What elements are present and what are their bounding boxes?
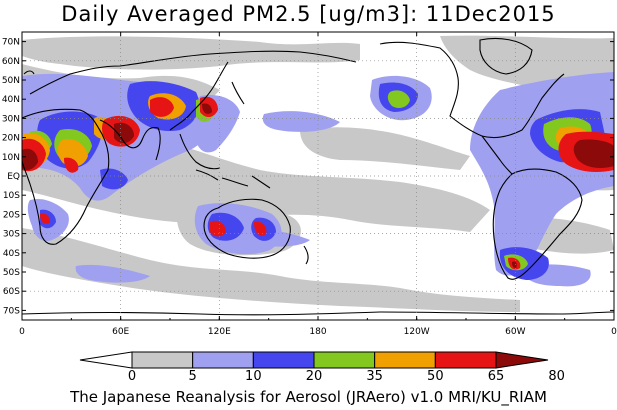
colorbar-swatch — [434, 351, 497, 369]
map-plot-area: 70N 60N 50N 40N 30N 20N 10N EQ 10S 20S 30S 40S 50S 60… — [2, 31, 617, 337]
colorbar-swatch — [313, 351, 376, 369]
colorbar-level-label: 20 — [306, 369, 323, 384]
colorbar-swatch — [192, 351, 254, 369]
colorbar-swatch-high — [495, 351, 549, 369]
colorbar: 0 5 10 20 35 50 65 80 — [79, 351, 565, 384]
map-grid — [22, 32, 614, 320]
lat-tick-label: 40N — [2, 95, 20, 105]
lat-tick-label: 30S — [3, 230, 20, 240]
lat-tick-label: 40S — [3, 249, 20, 259]
colorbar-swatch-low — [79, 351, 133, 369]
lat-tick-label: EQ — [7, 172, 20, 182]
colorbar-level-label: 0 — [128, 369, 136, 384]
lat-axis: 70N 60N 50N 40N 30N 20N 10N EQ 10S 20S 30S 40S 50S 60… — [2, 38, 20, 317]
lon-tick-label: 0 — [611, 327, 617, 337]
lat-tick-label: 50S — [3, 268, 20, 278]
lat-tick-label: 10N — [2, 153, 20, 163]
lat-tick-label: 70N — [2, 38, 20, 48]
coastlines — [22, 37, 614, 316]
lon-tick-label: 180 — [309, 327, 326, 337]
colorbar-swatch — [374, 351, 436, 369]
lon-tick-label: 120E — [208, 327, 231, 337]
lon-tick-label: 60W — [505, 327, 525, 337]
lat-tick-label: 60N — [2, 57, 20, 67]
lon-tick-label: 60E — [112, 327, 129, 337]
colorbar-level-label: 35 — [366, 369, 383, 384]
lat-tick-label: 50N — [2, 76, 20, 86]
lat-tick-label: 10S — [3, 191, 20, 201]
colorbar-swatch — [252, 351, 315, 369]
colorbar-swatch — [131, 351, 194, 369]
lat-tick-label: 20N — [2, 134, 20, 144]
colorbar-level-label: 50 — [427, 369, 444, 384]
lat-tick-label: 60S — [3, 287, 20, 297]
lat-tick-label: 20S — [3, 210, 20, 220]
map-title: Daily Averaged PM2.5 [ug/m3]: 11Dec2015 — [61, 2, 556, 26]
pm25-field — [22, 35, 614, 316]
colorbar-level-label: 5 — [189, 369, 197, 384]
lat-tick-label: 70S — [3, 306, 20, 316]
colorbar-level-label: 80 — [548, 369, 565, 384]
lon-axis: 0 60E 120E 180 120W 60W 0 — [19, 327, 617, 337]
lon-tick-label: 0 — [19, 327, 25, 337]
lon-tick-label: 120W — [404, 327, 430, 337]
map-ticks — [21, 32, 615, 320]
footer-credit: The Japanese Reanalysis for Aerosol (JRA… — [70, 388, 547, 406]
colorbar-level-label: 65 — [488, 369, 505, 384]
colorbar-level-label: 10 — [245, 369, 262, 384]
lat-tick-label: 30N — [2, 114, 20, 124]
